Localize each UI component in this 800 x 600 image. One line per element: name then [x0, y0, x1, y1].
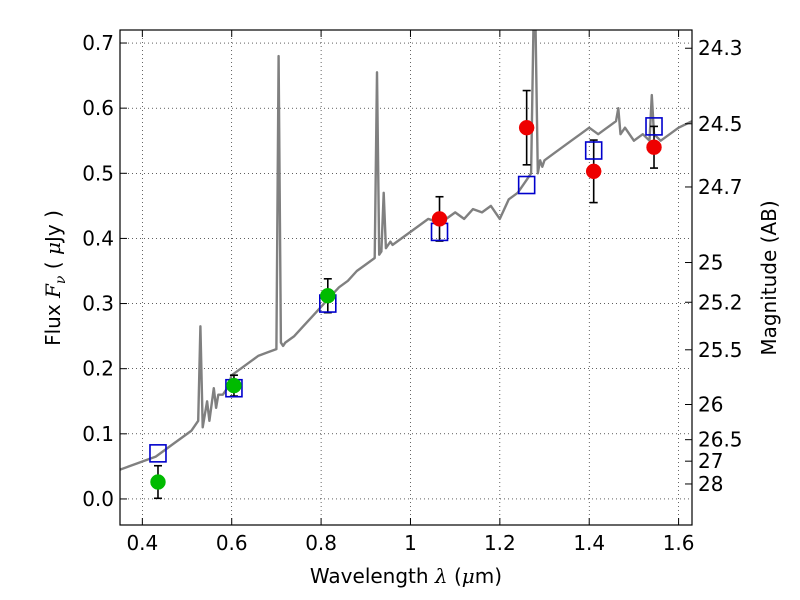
y2-tick-label: 24.7 [698, 175, 743, 199]
y-axis-label: Flux Fν ( μJy ) [41, 210, 69, 346]
y-tick-label: 0.2 [82, 357, 114, 381]
model-point [517, 175, 536, 195]
y2-tick-label: 26 [698, 393, 723, 417]
model-point [584, 141, 603, 160]
y-tick-label: 0.6 [82, 96, 114, 120]
y-axis: 0.0 0.1 0.2 0.3 0.4 0.5 0.6 0.7 [82, 31, 127, 511]
y-tick-label: 0.3 [82, 292, 114, 316]
x-tick-label: 0.4 [126, 531, 158, 555]
y2-tick-label: 25 [698, 251, 723, 275]
y2-tick-label: 24.5 [698, 112, 743, 136]
green-point [320, 287, 336, 304]
y-tick-label: 0.7 [82, 31, 114, 55]
y-tick-label: 0.4 [82, 226, 114, 250]
x-tick-label: 1.2 [484, 531, 516, 555]
y2-tick-label: 25.5 [698, 338, 743, 362]
red-point [646, 139, 662, 155]
y2-tick-label: 25.2 [698, 290, 743, 314]
grid-lines [120, 30, 692, 525]
x-tick-label: 0.8 [305, 531, 337, 555]
red-point [431, 211, 448, 227]
model-point [645, 117, 663, 136]
x-tick-label: 1 [404, 531, 417, 555]
y-tick-label: 0.0 [82, 487, 114, 511]
model-point [149, 444, 167, 463]
red-point [585, 163, 602, 180]
x-axis-label: Wavelength λ (μm) [310, 564, 502, 588]
x-tick-label: 1.6 [663, 531, 695, 555]
x-axis: 0.4 0.6 0.8 1 1.2 1.4 1.6 [126, 30, 695, 555]
x-tick-label: 1.4 [573, 531, 605, 555]
red-point [518, 119, 535, 136]
plot-frame [119, 29, 693, 526]
green-point [150, 474, 166, 490]
green-point [226, 377, 242, 394]
plot-area [120, 30, 692, 500]
y-tick-label: 0.1 [82, 422, 114, 446]
x-tick-label: 0.6 [216, 531, 248, 555]
spectrum-line [120, 30, 692, 471]
y-tick-label: 0.5 [82, 161, 114, 185]
y2-tick-label: 24.3 [698, 36, 743, 60]
y2-axis-label: Magnitude (AB) [757, 200, 781, 355]
y2-tick-label: 28 [698, 472, 723, 496]
y2-tick-label: 26.5 [698, 428, 743, 452]
y2-tick-label: 27 [698, 449, 723, 473]
